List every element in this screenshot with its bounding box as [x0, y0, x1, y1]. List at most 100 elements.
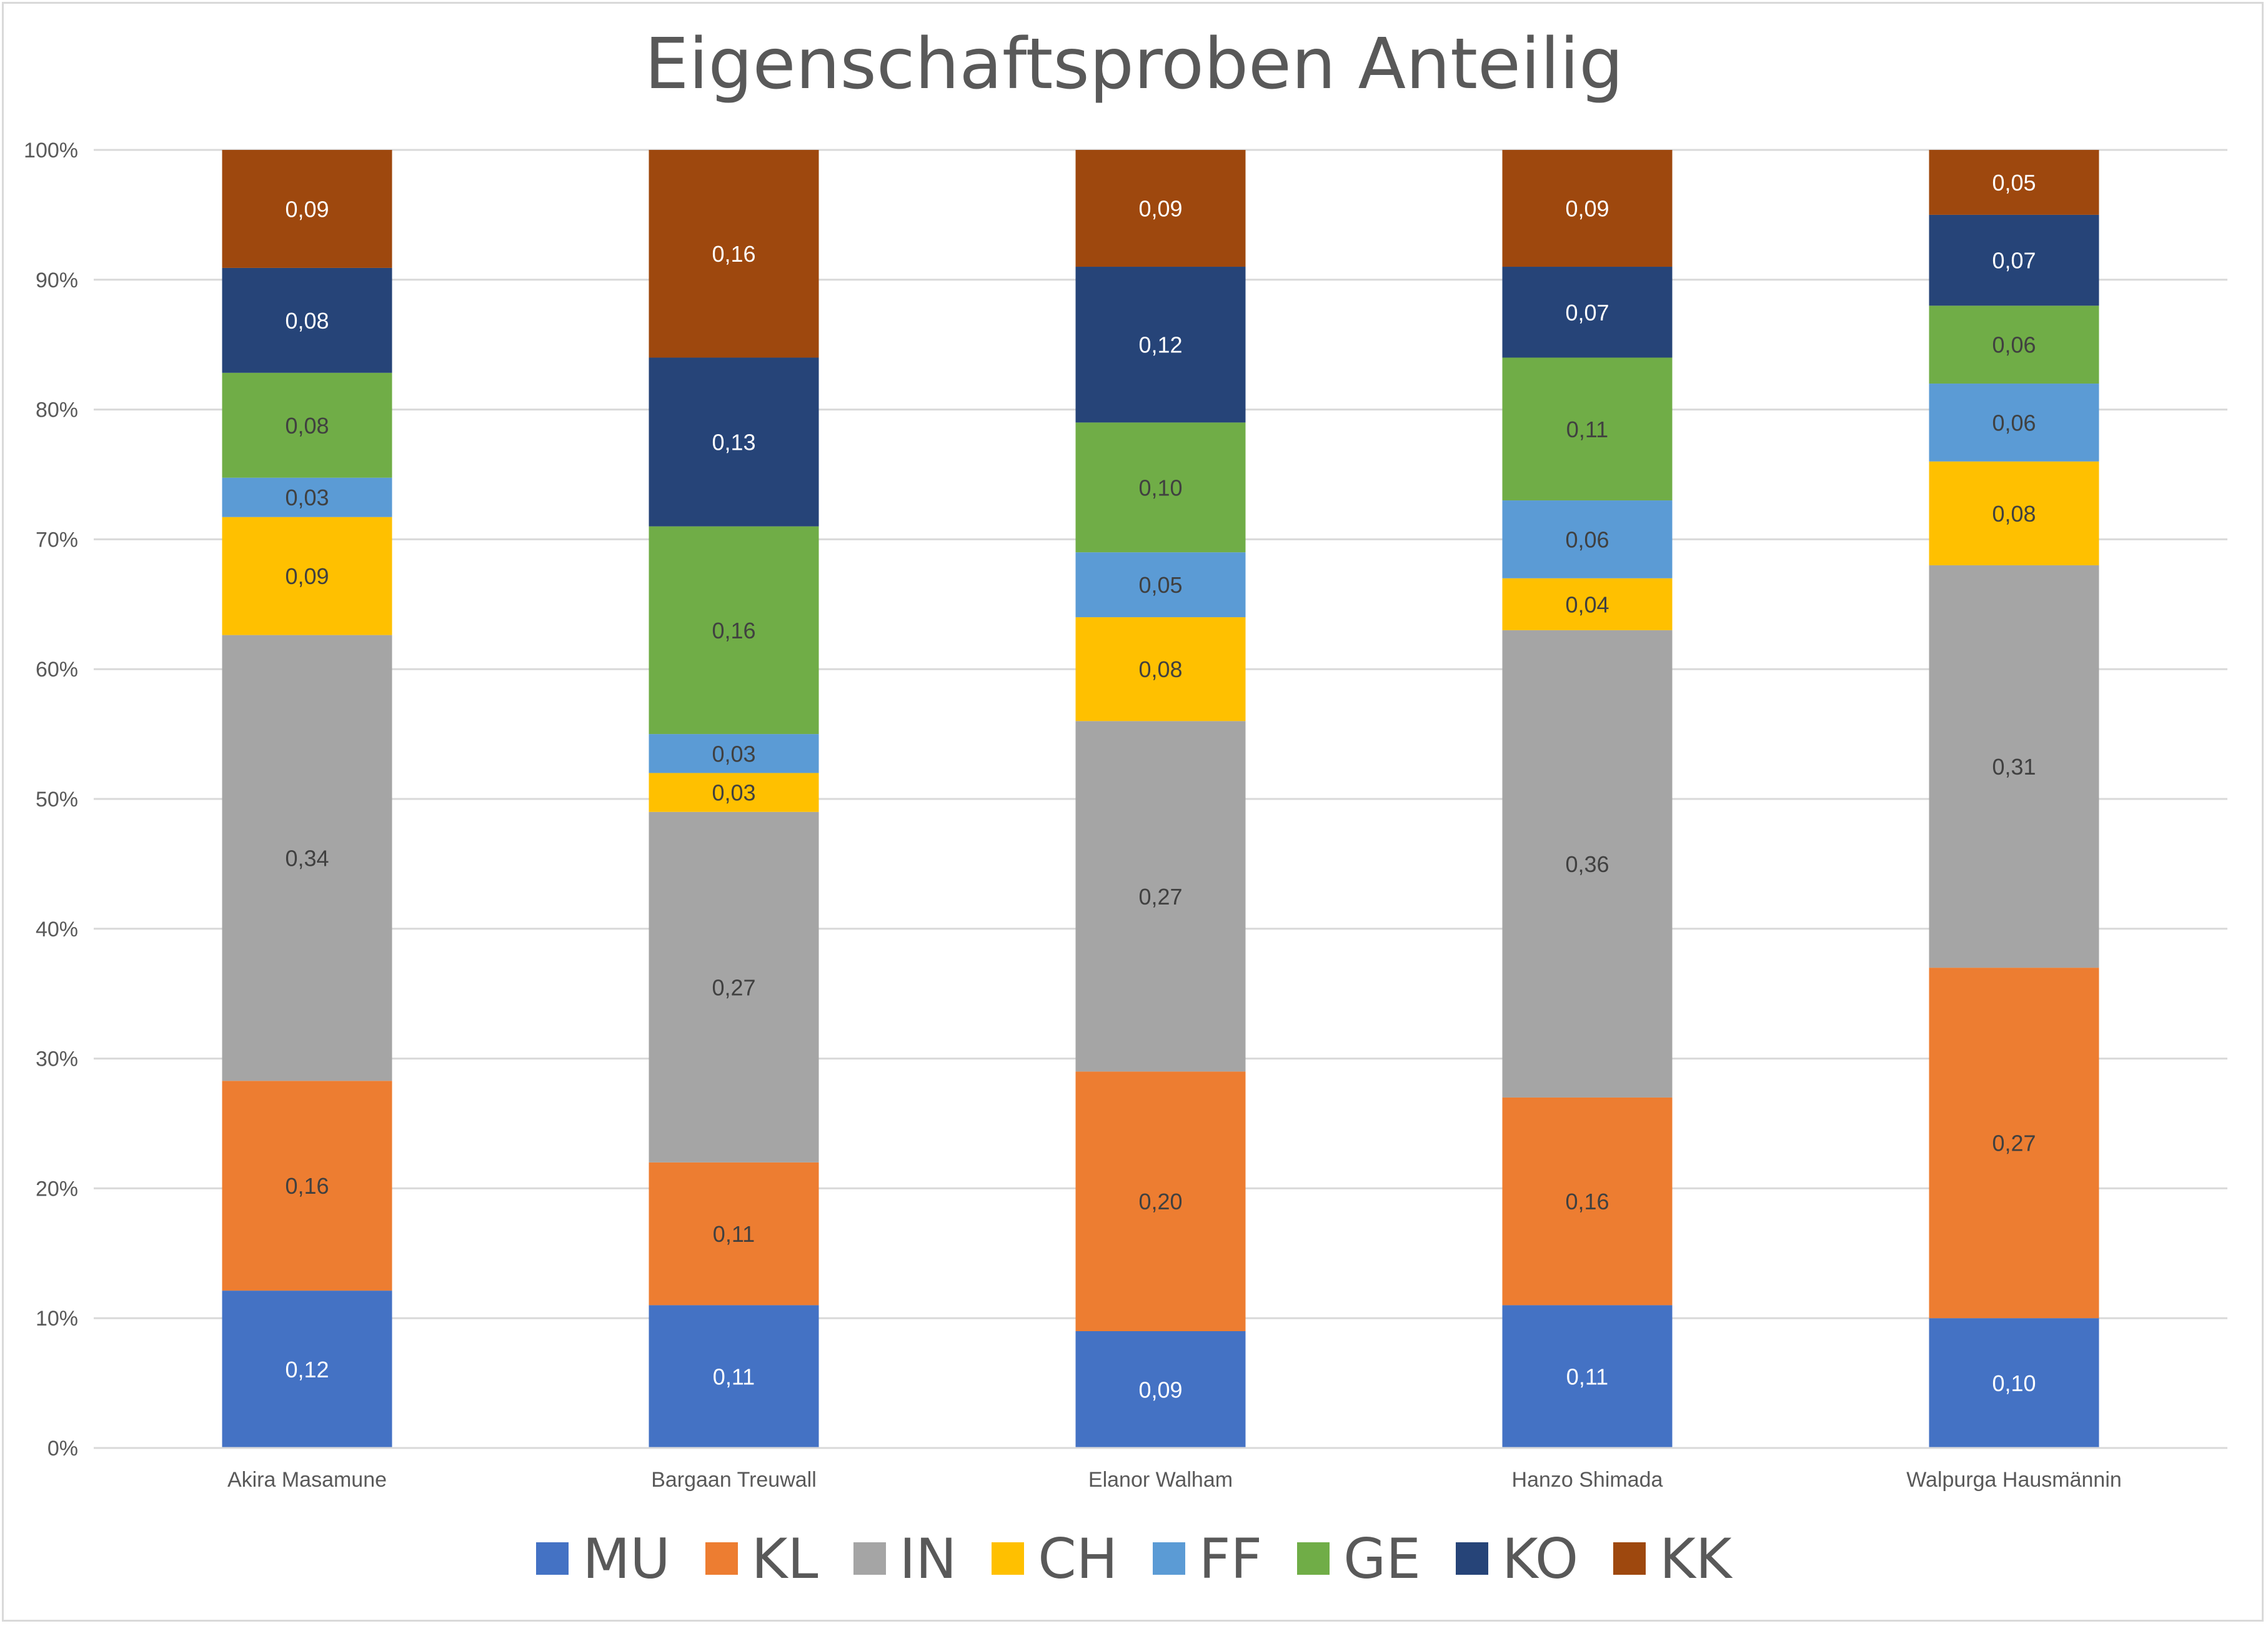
bar-segment-ge [1502, 357, 1673, 501]
legend-item-kk: KK [1613, 1527, 1732, 1591]
bar-segment-ch [649, 773, 819, 812]
bar-segment-ff [1502, 500, 1673, 578]
legend-label: IN [899, 1526, 957, 1591]
legend-item-ff: FF [1152, 1526, 1263, 1591]
legend-swatch [705, 1542, 738, 1575]
bar-segment-ko [649, 357, 819, 527]
data-label: 0,09 [285, 563, 329, 589]
x-category-label: Elanor Walham [1088, 1468, 1233, 1492]
data-label: 0,06 [1992, 332, 2036, 358]
bar-segment-in [222, 635, 392, 1081]
legend-swatch [1455, 1542, 1488, 1575]
legend-swatch [1297, 1542, 1330, 1575]
y-tick-label: 0% [47, 1437, 78, 1460]
x-category-label: Akira Masamune [227, 1468, 387, 1492]
legend-label: KO [1501, 1526, 1579, 1591]
legend-label: GE [1343, 1526, 1421, 1591]
legend-label: KL [751, 1526, 818, 1591]
bar-segment-ff [649, 734, 819, 773]
data-label: 0,12 [1138, 332, 1182, 358]
bar-segment-ge [1075, 422, 1246, 553]
legend-swatch [536, 1542, 569, 1575]
data-label: 0,08 [1992, 501, 2036, 527]
bar-segment-ko [222, 267, 392, 373]
data-label: 0,36 [1565, 851, 1609, 877]
y-tick-label: 10% [36, 1307, 78, 1331]
legend-item-ko: KO [1455, 1526, 1579, 1591]
data-label: 0,16 [1565, 1189, 1609, 1214]
bar-segment-ge [649, 526, 819, 735]
legend-item-ge: GE [1297, 1527, 1421, 1591]
data-label: 0,12 [285, 1357, 329, 1382]
bar-segment-in [1075, 721, 1246, 1072]
legend-item-kl: KL [705, 1527, 818, 1591]
bar-segment-kl [1075, 1071, 1246, 1331]
bar-segment-in [1929, 565, 2099, 968]
bar-segment-ko [1075, 267, 1246, 423]
data-label: 0,16 [285, 1173, 329, 1199]
data-label: 0,27 [1138, 884, 1182, 910]
legend-swatch [853, 1542, 886, 1575]
data-label: 0,27 [1992, 1131, 2036, 1156]
data-label: 0,09 [1138, 1377, 1182, 1402]
legend-item-in: IN [853, 1527, 957, 1591]
legend-label: FF [1198, 1526, 1263, 1591]
data-label: 0,11 [1566, 417, 1608, 442]
bar-segment-kl [649, 1162, 819, 1306]
bar-segment-ge [222, 372, 392, 478]
data-label: 0,09 [1565, 196, 1609, 222]
y-tick-label: 50% [36, 788, 78, 811]
bar-segment-mu [1929, 1318, 2099, 1448]
data-label: 0,06 [1565, 527, 1609, 552]
legend-item-ch: CH [992, 1527, 1118, 1591]
data-label: 0,03 [712, 741, 755, 766]
bar-segment-kk [222, 150, 392, 268]
legend-swatch [1613, 1542, 1646, 1575]
bar-segment-ch [1929, 461, 2099, 565]
bar-segment-kk [1502, 150, 1673, 267]
data-label: 0,10 [1992, 1371, 2036, 1396]
x-category-label: Bargaan Treuwall [651, 1468, 817, 1492]
bar-segment-ch [1502, 578, 1673, 630]
bar-segment-ff [222, 477, 392, 517]
legend-label: MU [582, 1526, 670, 1591]
bar-segment-ff [1929, 384, 2099, 462]
x-category-label: Walpurga Hausmännin [1906, 1468, 2122, 1492]
y-tick-label: 60% [36, 658, 78, 682]
data-label: 0,08 [285, 308, 329, 334]
chart-legend: MU KL IN CH FF GE KO KK [0, 1524, 2268, 1593]
data-label: 0,03 [285, 485, 329, 510]
x-category-label: Hanzo Shimada [1512, 1468, 1663, 1492]
bar-segment-ko [1502, 267, 1673, 358]
legend-swatch [1152, 1542, 1185, 1575]
data-label: 0,08 [1138, 657, 1182, 682]
data-label: 0,06 [1992, 410, 2036, 435]
data-label: 0,10 [1138, 475, 1182, 500]
bar-segment-kk [1075, 150, 1246, 267]
data-label: 0,04 [1565, 592, 1609, 617]
bar-segment-in [649, 811, 819, 1162]
bar-segment-ge [1929, 305, 2099, 384]
y-tick-label: 80% [36, 399, 78, 422]
data-label: 0,34 [285, 845, 329, 871]
y-tick-label: 20% [36, 1177, 78, 1201]
y-tick-label: 100% [24, 139, 78, 162]
bar-segment-ff [1075, 552, 1246, 618]
data-label: 0,09 [1138, 196, 1182, 222]
legend-swatch [992, 1542, 1025, 1575]
data-label: 0,11 [713, 1364, 755, 1390]
data-label: 0,31 [1992, 754, 2036, 780]
data-label: 0,08 [285, 413, 329, 439]
bar-segment-ko [1929, 214, 2099, 306]
data-label: 0,16 [712, 618, 755, 643]
data-label: 0,07 [1565, 300, 1609, 325]
chart-plot: 0% 10% 20% 30% 40% 50% 60% 70% 80% 90% 100% 0,12 0,1… [24, 139, 2227, 1492]
bar-segment-kk [649, 150, 819, 358]
bar-segment-mu [649, 1305, 819, 1448]
bar-segment-mu [1502, 1305, 1673, 1448]
data-label: 0,05 [1138, 572, 1182, 598]
bar-segment-kl [1502, 1097, 1673, 1306]
data-label: 0,09 [285, 196, 329, 222]
y-tick-label: 40% [36, 918, 78, 941]
data-label: 0,11 [1566, 1364, 1608, 1390]
